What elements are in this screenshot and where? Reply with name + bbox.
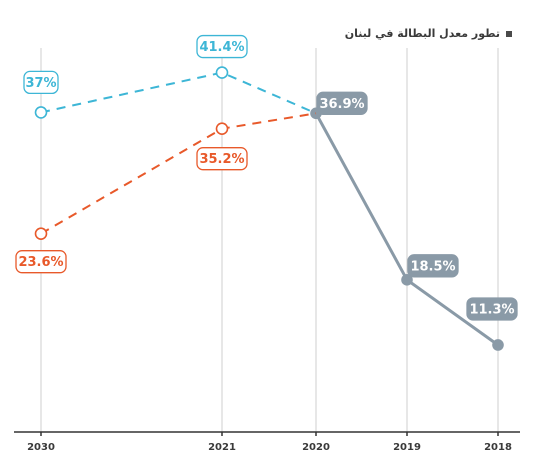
chart-title-text: تطور معدل البطالة في لبنان bbox=[344, 27, 500, 40]
data-label-projection-high-2021: 41.4% bbox=[199, 40, 244, 55]
x-tick-label-2019: 2019 bbox=[393, 442, 421, 453]
title-bullet-icon bbox=[506, 30, 512, 37]
data-label-actual-2019: 18.5% bbox=[410, 259, 455, 274]
series-line-projection-low bbox=[40, 112, 317, 235]
point-projection-low-2021 bbox=[215, 122, 229, 135]
data-label-box-actual-2018 bbox=[466, 297, 518, 321]
data-label-box-projection-low-2030 bbox=[15, 250, 67, 274]
data-label-projection-high-2030: 37% bbox=[25, 76, 56, 91]
series-line-projection-high bbox=[40, 71, 317, 115]
data-label-box-actual-2020 bbox=[316, 91, 368, 115]
x-tick-label-2030: 2030 bbox=[27, 442, 55, 453]
data-label-projection-low-2021: 35.2% bbox=[199, 152, 244, 167]
chart-title: تطور معدل البطالة في لبنان bbox=[345, 27, 512, 40]
data-label-projection-low-2030: 23.6% bbox=[18, 255, 63, 270]
data-label-box-actual-2019 bbox=[407, 254, 459, 278]
point-actual-2018 bbox=[492, 339, 504, 351]
point-projection-high-2030 bbox=[34, 106, 48, 119]
data-label-actual-2020: 36.9% bbox=[319, 97, 364, 112]
point-actual-2019 bbox=[401, 274, 413, 286]
x-tick-label-2021: 2021 bbox=[208, 442, 236, 453]
x-tick-label-2020: 2020 bbox=[302, 442, 330, 453]
data-label-box-projection-low-2021 bbox=[196, 147, 248, 171]
point-projection-low-2030 bbox=[34, 227, 48, 240]
x-tick-label-2018: 2018 bbox=[484, 442, 512, 453]
x-axis: 2030 2021 2020 2019 2018 bbox=[14, 431, 520, 453]
data-label-box-projection-high-2030 bbox=[23, 70, 59, 95]
gridlines bbox=[40, 48, 499, 432]
data-label-box-projection-high-2021 bbox=[196, 34, 248, 59]
data-labels: 36.9% 18.5% 11.3% 37% 41.4% 23.6% 35.2% bbox=[15, 34, 518, 321]
series bbox=[34, 66, 504, 351]
data-label-actual-2018: 11.3% bbox=[469, 302, 514, 317]
point-projection-high-2021 bbox=[215, 66, 229, 79]
